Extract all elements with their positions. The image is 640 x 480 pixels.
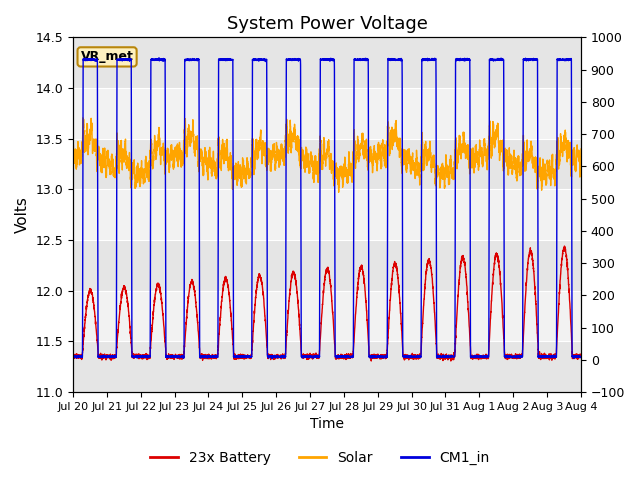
- Bar: [73, 88, 581, 139]
- Bar: [73, 190, 581, 240]
- Bar: [73, 291, 581, 341]
- Y-axis label: Volts: Volts: [15, 196, 30, 233]
- Text: VR_met: VR_met: [81, 50, 134, 63]
- X-axis label: Time: Time: [310, 418, 344, 432]
- Bar: [73, 139, 581, 190]
- Legend: 23x Battery, Solar, CM1_in: 23x Battery, Solar, CM1_in: [145, 445, 495, 471]
- Bar: [73, 341, 581, 392]
- Title: System Power Voltage: System Power Voltage: [227, 15, 428, 33]
- Bar: [73, 37, 581, 88]
- Bar: [73, 240, 581, 291]
